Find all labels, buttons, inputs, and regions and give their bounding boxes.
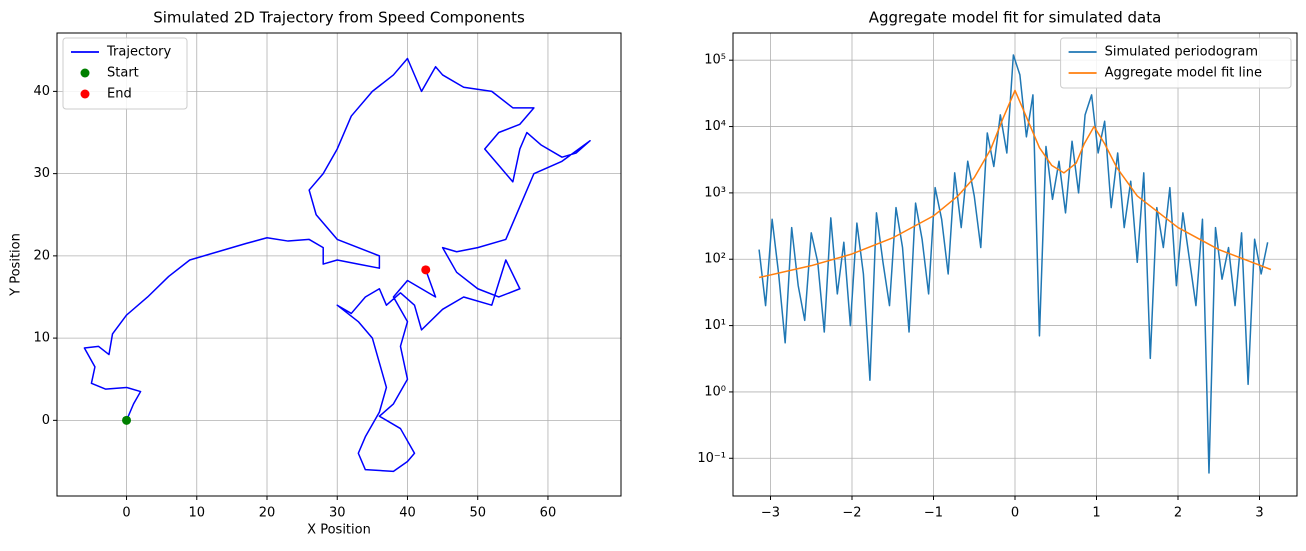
axes-frame: [732, 32, 1298, 497]
x-axis-label: X Position: [307, 523, 371, 538]
legend-label: Trajectory: [106, 45, 171, 60]
legend-swatch: [80, 68, 90, 78]
x-tick-label: 40: [399, 506, 416, 521]
x-tick-label: −2: [842, 506, 861, 521]
x-tick-label: 0: [1011, 506, 1019, 521]
legend-label: Start: [107, 66, 139, 81]
point: [421, 265, 431, 275]
x-tick-label: 10: [188, 506, 205, 521]
y-tick-label: 10²: [704, 252, 726, 267]
y-tick-label: 10: [33, 331, 50, 346]
series-line: [758, 54, 1269, 474]
legend-box: [1060, 37, 1292, 89]
x-tick-label: 1: [1092, 506, 1100, 521]
y-tick-label: 30: [33, 166, 50, 181]
x-tick-label: 20: [259, 506, 276, 521]
y-tick-label: 10⁻¹: [697, 451, 726, 466]
y-tick-label: 10¹: [704, 318, 726, 333]
y-axis-label: Y Position: [9, 233, 24, 297]
y-tick-label: 10³: [704, 185, 726, 200]
x-tick-label: 3: [1255, 506, 1263, 521]
axes-frame: [56, 32, 622, 497]
x-tick-label: 0: [122, 506, 130, 521]
x-tick-label: −3: [761, 506, 780, 521]
y-tick-label: 20: [33, 248, 50, 263]
legend-label: Simulated periodogram: [1105, 45, 1258, 60]
legend-swatch: [80, 89, 90, 99]
legend-label: End: [107, 87, 132, 102]
y-tick-label: 0: [42, 413, 50, 428]
y-tick-label: 40: [33, 84, 50, 99]
x-tick-label: −1: [924, 506, 943, 521]
chart-title: Aggregate model fit for simulated data: [869, 9, 1162, 27]
series-line: [83, 57, 591, 473]
x-tick-label: 2: [1174, 506, 1182, 521]
y-tick-label: 10⁴: [704, 119, 726, 134]
x-tick-label: 50: [469, 506, 486, 521]
x-tick-label: 30: [329, 506, 346, 521]
legend-label: Aggregate model fit line: [1105, 66, 1262, 81]
y-tick-label: 10⁰: [704, 384, 726, 399]
series-line: [758, 89, 1272, 279]
x-tick-label: 60: [540, 506, 557, 521]
legend-box: [62, 37, 188, 110]
chart-title: Simulated 2D Trajectory from Speed Compo…: [153, 9, 525, 27]
y-tick-label: 10⁵: [704, 53, 726, 68]
point: [122, 415, 132, 425]
